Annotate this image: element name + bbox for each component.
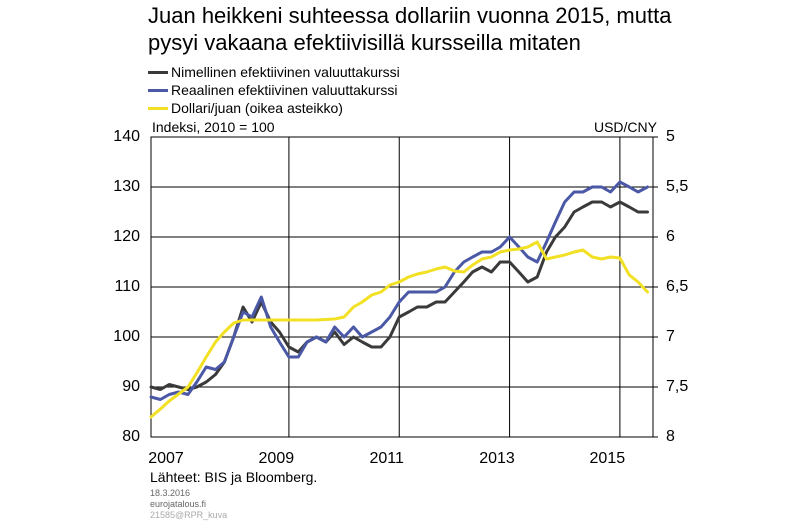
chart-title-line1: Juan heikkeni suhteessa dollariin vuonna… bbox=[148, 3, 672, 28]
left-y-tick-label: 110 bbox=[114, 278, 140, 295]
x-tick-label: 2007 bbox=[148, 450, 184, 467]
left-y-tick-label: 100 bbox=[113, 328, 140, 345]
right-y-tick-label: 6 bbox=[666, 228, 675, 245]
legend-swatch-real bbox=[148, 89, 168, 92]
source-note: Lähteet: BIS ja Bloomberg. bbox=[150, 469, 318, 485]
series-line-real bbox=[149, 180, 649, 401]
right-y-tick-label: 5 bbox=[666, 128, 675, 145]
x-tick-label: 2009 bbox=[258, 450, 295, 467]
series-line-usd-cny bbox=[149, 240, 649, 419]
x-tick-label: 2011 bbox=[369, 450, 404, 467]
right-y-tick-label: 7,5 bbox=[666, 378, 689, 395]
footer-code: 21585@RPR_kuva bbox=[150, 510, 228, 520]
right-y-tick-label: 7 bbox=[666, 328, 675, 345]
footer-date: 18.3.2016 bbox=[150, 488, 191, 498]
legend-label-usd-cny: Dollari/juan (oikea asteikko) bbox=[171, 100, 343, 116]
left-y-tick-label: 140 bbox=[113, 128, 140, 145]
left-axis-note: Indeksi, 2010 = 100 bbox=[152, 119, 275, 135]
chart-title: Juan heikkeni suhteessa dollariin vuonna… bbox=[148, 2, 798, 56]
chart-title-line2: pysyi vakaana efektiivisillä kursseilla … bbox=[148, 30, 581, 55]
legend: Nimellinen efektiivinen valuuttakurssi R… bbox=[148, 63, 400, 117]
x-tick-label: 2013 bbox=[479, 450, 515, 467]
right-y-tick-label: 6,5 bbox=[666, 278, 689, 295]
legend-swatch-usd-cny bbox=[148, 107, 168, 110]
legend-item-real: Reaalinen efektiivinen valuuttakurssi bbox=[148, 81, 400, 99]
right-y-tick-label: 8 bbox=[666, 428, 675, 445]
legend-item-nominal: Nimellinen efektiivinen valuuttakurssi bbox=[148, 63, 400, 81]
footer-site: eurojatalous.fi bbox=[150, 499, 207, 509]
legend-label-real: Reaalinen efektiivinen valuuttakurssi bbox=[171, 82, 398, 98]
legend-item-usd-cny: Dollari/juan (oikea asteikko) bbox=[148, 99, 400, 117]
legend-swatch-nominal bbox=[148, 71, 168, 74]
right-y-tick-label: 5,5 bbox=[666, 178, 689, 195]
left-y-tick-label: 80 bbox=[122, 428, 140, 445]
left-y-tick-label: 90 bbox=[122, 378, 140, 395]
legend-label-nominal: Nimellinen efektiivinen valuuttakurssi bbox=[171, 64, 400, 80]
left-y-tick-label: 120 bbox=[113, 228, 140, 245]
x-tick-label: 2015 bbox=[589, 450, 626, 467]
left-y-tick-label: 130 bbox=[113, 178, 140, 195]
right-axis-note: USD/CNY bbox=[593, 119, 657, 135]
